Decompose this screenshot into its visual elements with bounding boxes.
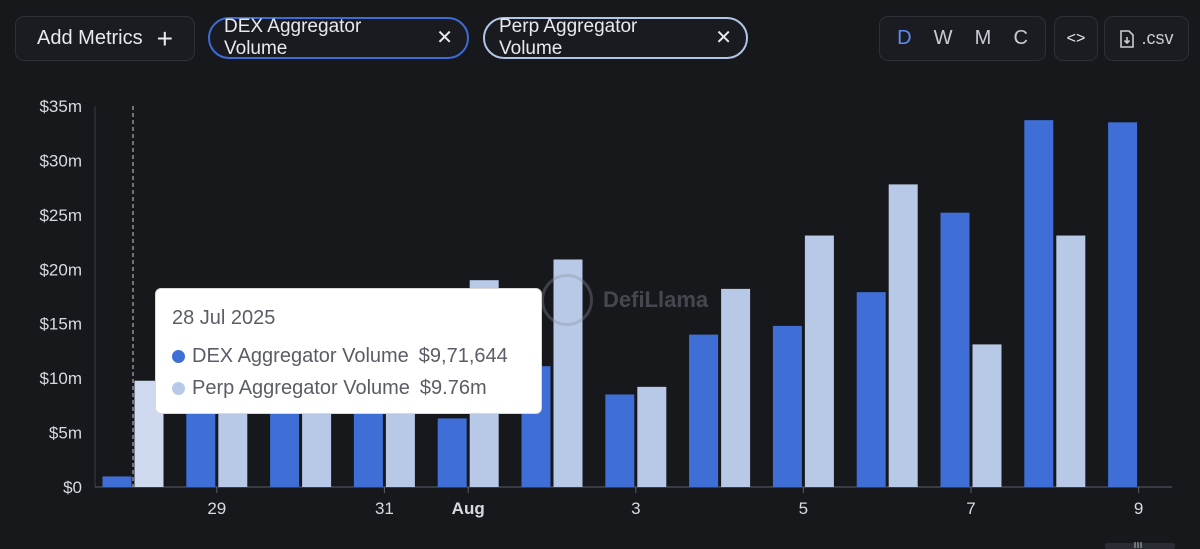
- metric-pill-label: DEX Aggregator Volume: [224, 16, 362, 59]
- download-csv-button[interactable]: .csv: [1104, 16, 1189, 61]
- bar-dex[interactable]: [689, 334, 719, 487]
- watermark: DefiLlama: [541, 274, 708, 326]
- y-tick-label: $10m: [39, 369, 82, 388]
- bar-perp[interactable]: [804, 235, 834, 487]
- legend-dot-icon: [172, 349, 185, 363]
- bar-perp[interactable]: [888, 184, 918, 487]
- period-weekly-button[interactable]: W: [933, 27, 953, 49]
- tooltip-row-perp: Perp Aggregator Volume $9.76m: [172, 372, 525, 404]
- csv-label: .csv: [1141, 28, 1174, 48]
- metric-pill-label: Perp Aggregator Volume: [499, 16, 638, 59]
- bar-dex[interactable]: [437, 418, 467, 487]
- bar-perp[interactable]: [637, 386, 667, 487]
- chart-tooltip: 28 Jul 2025 DEX Aggregator Volume $9,71,…: [155, 288, 542, 414]
- tooltip-date: 28 Jul 2025: [172, 307, 276, 329]
- x-tick-label: 31: [375, 499, 394, 518]
- bar-dex[interactable]: [772, 325, 802, 487]
- bar-dex[interactable]: [856, 292, 886, 487]
- period-selector: D W M C: [879, 16, 1046, 61]
- close-icon[interactable]: ✕: [436, 27, 453, 49]
- y-tick-label: $25m: [39, 206, 82, 225]
- bar-dex[interactable]: [1108, 122, 1138, 487]
- defillama-logo-icon: [541, 274, 593, 326]
- download-file-icon: [1120, 29, 1135, 48]
- bar-dex[interactable]: [940, 212, 970, 487]
- close-icon[interactable]: ✕: [715, 27, 732, 49]
- plus-icon: +: [156, 22, 173, 54]
- y-tick-label: $0: [63, 478, 82, 497]
- x-tick-label: 9: [1134, 499, 1143, 518]
- period-daily-button[interactable]: D: [897, 27, 912, 49]
- metric-pill-dex-aggregator-volume[interactable]: DEX Aggregator Volume ✕: [208, 16, 469, 59]
- y-tick-label: $5m: [49, 424, 82, 443]
- period-cumulative-button[interactable]: C: [1013, 27, 1028, 49]
- watermark-text: DefiLlama: [603, 287, 709, 312]
- x-tick-label: 29: [207, 499, 226, 518]
- add-metrics-button[interactable]: Add Metrics +: [15, 16, 195, 61]
- y-tick-label: $30m: [39, 151, 82, 170]
- bar-perp[interactable]: [972, 344, 1002, 487]
- y-tick-label: $20m: [39, 260, 82, 279]
- x-tick-label: Aug: [452, 499, 485, 518]
- bar-dex[interactable]: [270, 399, 300, 487]
- metric-pill-perp-aggregator-volume[interactable]: Perp Aggregator Volume ✕: [483, 16, 748, 59]
- bar-perp[interactable]: [1056, 235, 1086, 487]
- bar-dex[interactable]: [605, 394, 635, 487]
- bar-dex[interactable]: [102, 476, 132, 487]
- bar-perp[interactable]: [721, 288, 751, 487]
- tooltip-row-dex: DEX Aggregator Volume $9,71,644: [172, 340, 525, 372]
- legend-dot-icon: [172, 381, 185, 395]
- x-tick-label: 7: [966, 499, 975, 518]
- tooltip-series-value: $9.76m: [419, 376, 487, 399]
- x-tick-label: 3: [631, 499, 640, 518]
- bar-dex[interactable]: [1024, 120, 1054, 487]
- tooltip-series-label: DEX Aggregator Volume: [192, 344, 409, 367]
- toolbar: Add Metrics + DEX Aggregator Volume ✕ Pe…: [0, 0, 1200, 80]
- tooltip-series-label: Perp Aggregator Volume: [192, 376, 410, 399]
- x-tick-label: 5: [799, 499, 808, 518]
- add-metrics-label: Add Metrics: [37, 27, 143, 49]
- y-tick-label: $35m: [39, 97, 82, 116]
- embed-button[interactable]: <>: [1054, 16, 1098, 61]
- zoom-slider-handle[interactable]: [1105, 540, 1175, 549]
- code-icon: <>: [1066, 29, 1086, 47]
- period-monthly-button[interactable]: M: [974, 27, 992, 49]
- tooltip-series-value: $9,71,644: [418, 344, 508, 367]
- y-tick-label: $15m: [39, 315, 82, 334]
